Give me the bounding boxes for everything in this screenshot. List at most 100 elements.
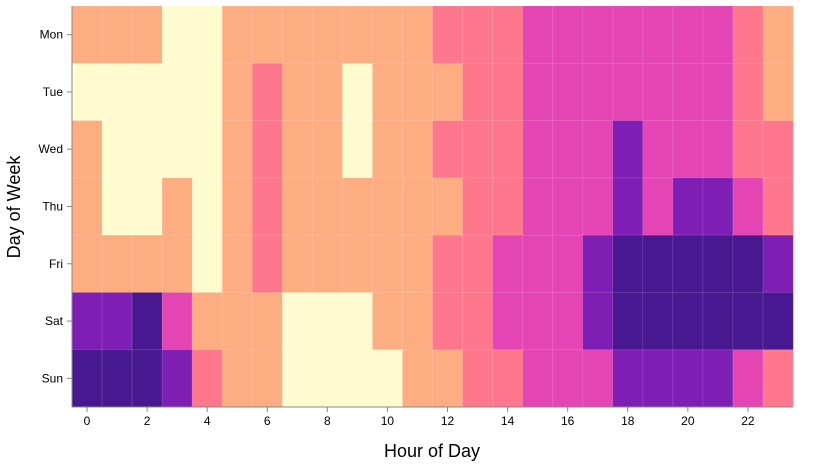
- heatmap-cell-Fri-15: [522, 234, 554, 294]
- heatmap-cell-Fri-4: [191, 234, 224, 294]
- heatmap-cell-Mon-18: [612, 5, 644, 65]
- heatmap-cell-Sat-4: [191, 291, 224, 351]
- heatmap-cell-Fri-17: [582, 234, 614, 294]
- y-tick-label: Sun: [42, 371, 63, 385]
- heatmap-cell-Sun-11: [401, 349, 434, 408]
- heatmap-cell-Fri-16: [552, 234, 584, 294]
- heatmap-cell-Tue-9: [341, 62, 374, 122]
- heatmap-cell-Sat-0: [71, 291, 103, 351]
- heatmap-cell-Thu-0: [71, 177, 103, 236]
- heatmap-cell-Wed-9: [341, 120, 374, 179]
- heatmap-cell-Tue-11: [401, 62, 434, 122]
- x-tick-label: 10: [381, 414, 395, 428]
- heatmap-cell-Sat-19: [642, 291, 674, 351]
- heatmap-cell-Tue-1: [101, 62, 133, 122]
- heatmap-cell-Thu-17: [582, 177, 614, 236]
- heatmap-cell-Tue-13: [462, 62, 494, 122]
- heatmap-cell-Sat-17: [582, 291, 614, 351]
- heatmap-cell-Wed-7: [281, 120, 314, 179]
- y-tick-label: Tue: [43, 85, 64, 99]
- axes: Mon Tue Wed Thu Fri Sat Sun 0 2 4 6 8 10 12 14 16 18 20 22: [39, 6, 793, 428]
- heatmap-cell-Thu-21: [702, 177, 734, 236]
- heatmap-cell-Thu-15: [522, 177, 554, 236]
- heatmap-cell-Wed-22: [732, 120, 764, 179]
- heatmap-cell-Mon-0: [71, 5, 103, 65]
- heatmap-cell-Tue-4: [191, 62, 224, 122]
- heatmap-cell-Fri-10: [371, 234, 404, 294]
- x-tick-label: 2: [144, 414, 151, 428]
- heatmap-cell-Sat-2: [131, 291, 163, 351]
- heatmap-cell-Tue-7: [281, 62, 314, 122]
- heatmap-cell-Sun-1: [101, 349, 133, 408]
- heatmap-cell-Wed-3: [161, 120, 193, 179]
- heatmap-cell-Sun-7: [281, 349, 314, 408]
- heatmap-cell-Wed-10: [371, 120, 404, 179]
- heatmap-cell-Fri-18: [612, 234, 644, 294]
- heatmap-cell-Mon-21: [702, 5, 734, 65]
- heatmap-cell-Sun-19: [642, 349, 674, 408]
- heatmap-cell-Fri-11: [401, 234, 434, 294]
- heatmap-cell-Fri-6: [251, 234, 284, 294]
- heatmap-cell-Mon-3: [161, 5, 193, 65]
- heatmap-cell-Wed-13: [462, 120, 494, 179]
- heatmap-cell-Sat-8: [311, 291, 344, 351]
- heatmap-cell-Mon-2: [131, 5, 163, 65]
- heatmap-cell-Tue-14: [492, 62, 524, 122]
- heatmap-cell-Fri-0: [71, 234, 103, 294]
- heatmap-cell-Fri-2: [131, 234, 163, 294]
- heatmap-cell-Wed-6: [251, 120, 284, 179]
- heatmap-cell-Sun-17: [582, 349, 614, 408]
- heatmap-cell-Sun-0: [71, 349, 103, 408]
- heatmap-cell-Sun-5: [221, 349, 254, 408]
- heatmap-cell-Mon-12: [432, 5, 464, 65]
- heatmap-cell-Sat-21: [702, 291, 734, 351]
- y-axis-title: Day of Week: [4, 155, 24, 259]
- heatmap-cell-Thu-9: [341, 177, 374, 236]
- heatmap-cell-Thu-6: [251, 177, 284, 236]
- heatmap-cell-Sat-11: [401, 291, 434, 351]
- heatmap-cell-Sun-21: [702, 349, 734, 408]
- heatmap-cell-Sat-9: [341, 291, 374, 351]
- heatmap-cell-Sat-14: [492, 291, 524, 351]
- heatmap-cell-Mon-7: [281, 5, 314, 65]
- heatmap-cell-Sat-6: [251, 291, 284, 351]
- heatmap-cell-Thu-3: [161, 177, 193, 236]
- x-tick-label: 8: [324, 414, 331, 428]
- heatmap-cell-Sat-23: [762, 291, 794, 351]
- y-tick-label: Fri: [49, 257, 63, 271]
- heatmap-cell-Wed-1: [101, 120, 133, 179]
- y-tick-label: Thu: [42, 200, 63, 214]
- heatmap-cell-Sat-3: [161, 291, 193, 351]
- heatmap-cell-Tue-8: [311, 62, 344, 122]
- heatmap-cell-Tue-19: [642, 62, 674, 122]
- heatmap-cell-Tue-17: [582, 62, 614, 122]
- heatmap-cell-Wed-5: [221, 120, 254, 179]
- heatmap-cell-Sun-16: [552, 349, 584, 408]
- heatmap-cell-Sun-13: [462, 349, 494, 408]
- heatmap-cell-Tue-0: [71, 62, 103, 122]
- heatmap-cell-Sun-22: [732, 349, 764, 408]
- heatmap-cell-Sun-4: [191, 349, 224, 408]
- heatmap-cell-Fri-14: [492, 234, 524, 294]
- heatmap-cell-Wed-4: [191, 120, 224, 179]
- x-tick-label: 16: [561, 414, 575, 428]
- y-tick-label: Sat: [45, 314, 64, 328]
- heatmap-cell-Mon-20: [672, 5, 704, 65]
- heatmap-cell-Wed-19: [642, 120, 674, 179]
- heatmap-cell-Mon-10: [371, 5, 404, 65]
- x-tick-label: 22: [741, 414, 755, 428]
- heatmap-cell-Thu-11: [401, 177, 434, 236]
- heatmap-cell-Fri-5: [221, 234, 254, 294]
- heatmap-cell-Mon-22: [732, 5, 764, 65]
- heatmap-cell-Sun-10: [371, 349, 404, 408]
- heatmap-cell-Wed-8: [311, 120, 344, 179]
- y-tick-label: Wed: [39, 142, 63, 156]
- heatmap-cell-Thu-7: [281, 177, 314, 236]
- heatmap-cell-Sat-18: [612, 291, 644, 351]
- heatmap-cell-Fri-20: [672, 234, 704, 294]
- heatmap-cell-Tue-18: [612, 62, 644, 122]
- heatmap-cell-Sat-7: [281, 291, 314, 351]
- heatmap-cell-Sat-20: [672, 291, 704, 351]
- heatmap-cell-Thu-14: [492, 177, 524, 236]
